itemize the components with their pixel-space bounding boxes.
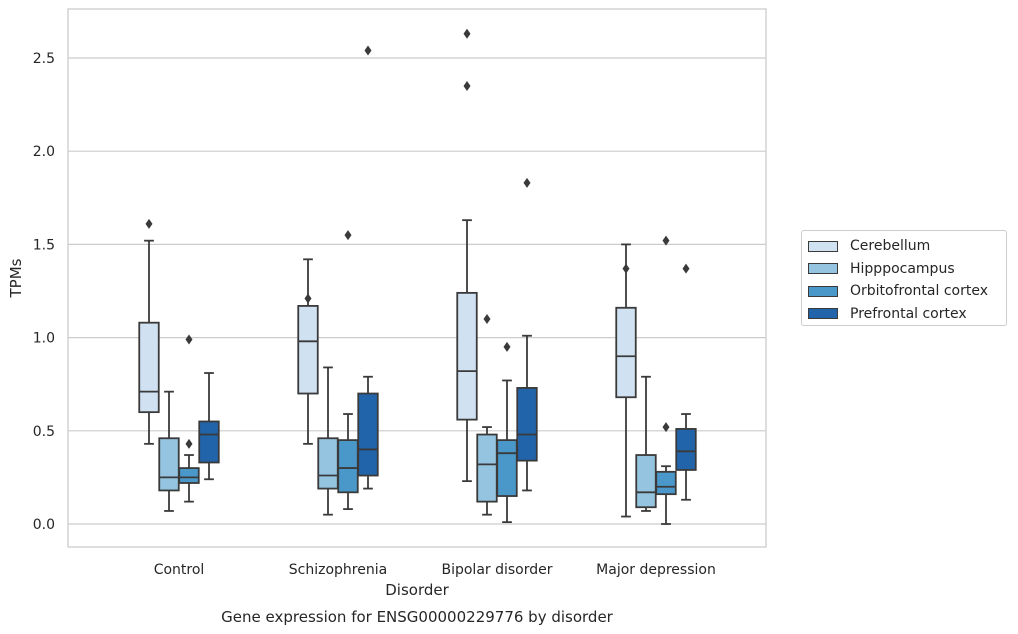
outlier-point	[682, 263, 690, 274]
box-group	[615, 243, 637, 518]
y-tick-label: 1.5	[33, 237, 55, 253]
iqr-box	[675, 428, 697, 471]
outlier-point	[185, 334, 193, 345]
series-prefrontal-cortex	[198, 45, 697, 501]
box-series	[138, 28, 697, 525]
box-group	[675, 263, 697, 501]
iqr-box	[337, 439, 359, 494]
legend-swatch	[808, 285, 838, 297]
y-tick-label: 1.0	[33, 331, 55, 347]
outlier-point	[364, 45, 372, 56]
legend: Cerebellum Hipppocampus Orbitofrontal cort…	[801, 230, 1007, 326]
iqr-box	[615, 306, 637, 399]
box-group	[297, 258, 319, 445]
outlier-point	[483, 313, 491, 324]
legend-item: Hipppocampus	[808, 258, 1006, 281]
box-group	[198, 372, 220, 481]
box-group	[337, 230, 359, 510]
legend-swatch	[808, 308, 838, 320]
outlier-point	[622, 263, 630, 274]
iqr-box	[496, 439, 518, 497]
iqr-box	[138, 321, 160, 414]
iqr-box	[635, 454, 657, 509]
box-group	[317, 366, 339, 516]
legend-label: Cerebellum	[850, 238, 931, 255]
y-axis-label: TPMs	[7, 258, 25, 298]
box-group	[158, 390, 180, 512]
gridlines	[68, 57, 766, 525]
box-group	[178, 334, 200, 503]
x-axis-ticks: Control Schizophrenia Bipolar disorder Majo…	[154, 562, 716, 578]
box-group	[476, 313, 498, 516]
outlier-point	[523, 177, 531, 188]
box-group	[635, 375, 657, 512]
x-tick-label: Schizophrenia	[289, 562, 387, 578]
box-group	[357, 45, 379, 490]
iqr-box	[476, 433, 498, 503]
iqr-box	[297, 305, 319, 395]
outlier-point	[503, 341, 511, 352]
legend-item: Cerebellum	[808, 235, 1006, 258]
x-axis-label: Disorder	[385, 581, 449, 599]
box-group	[456, 28, 478, 483]
y-axis-ticks: 0.0 0.5 1.0 1.5 2.0 2.5	[33, 51, 55, 533]
series-hipppocampus	[158, 313, 657, 516]
outlier-point	[662, 235, 670, 246]
box-group	[138, 218, 160, 445]
iqr-box	[357, 392, 379, 477]
outlier-point	[304, 293, 312, 304]
y-tick-label: 0.5	[33, 424, 55, 440]
outlier-point	[145, 218, 153, 229]
legend-label: Prefrontal cortex	[850, 305, 967, 322]
y-tick-label: 2.0	[33, 144, 55, 160]
x-tick-label: Major depression	[596, 562, 716, 578]
iqr-box	[655, 470, 677, 496]
series-cerebellum	[138, 28, 637, 518]
box-group	[516, 177, 538, 492]
box-group	[655, 235, 677, 525]
y-tick-label: 2.5	[33, 51, 55, 67]
legend-label: Orbitofrontal cortex	[850, 283, 988, 300]
legend-label: Hipppocampus	[850, 260, 955, 277]
legend-item: Prefrontal cortex	[808, 303, 1006, 326]
x-tick-label: Bipolar disorder	[441, 562, 552, 578]
outlier-point	[662, 422, 670, 433]
legend-item: Orbitofrontal cortex	[808, 280, 1006, 303]
outlier-point	[344, 230, 352, 241]
iqr-box	[516, 387, 538, 462]
outlier-point	[463, 28, 471, 39]
outlier-point	[463, 80, 471, 91]
plot-area-frame	[67, 8, 767, 548]
legend-swatch	[808, 240, 838, 252]
iqr-box	[456, 291, 478, 421]
series-orbitofrontal-cortex	[178, 230, 677, 525]
iqr-box	[198, 420, 220, 464]
iqr-box	[317, 437, 339, 490]
x-tick-label: Control	[154, 562, 205, 578]
box-group	[496, 341, 518, 524]
chart-title: Gene expression for ENSG00000229776 by d…	[221, 608, 614, 626]
iqr-box	[158, 437, 180, 492]
y-tick-label: 0.0	[33, 517, 55, 533]
outlier-point	[185, 438, 193, 449]
iqr-box	[178, 467, 200, 484]
legend-swatch	[808, 263, 838, 275]
